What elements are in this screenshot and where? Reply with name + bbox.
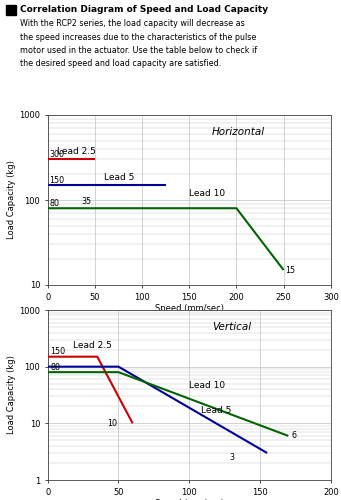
- Text: 3: 3: [229, 453, 234, 462]
- Text: Lead 5: Lead 5: [104, 173, 135, 182]
- X-axis label: Speed (mm/sec): Speed (mm/sec): [155, 304, 224, 314]
- Y-axis label: Load Capacity (kg): Load Capacity (kg): [7, 356, 16, 434]
- Text: 150: 150: [50, 176, 65, 184]
- Text: 6: 6: [291, 432, 296, 440]
- Text: Correlation Diagram of Speed and Load Capacity: Correlation Diagram of Speed and Load Ca…: [20, 5, 268, 14]
- Text: the speed increases due to the characteristics of the pulse: the speed increases due to the character…: [20, 32, 256, 42]
- Text: 15: 15: [285, 266, 296, 274]
- Text: Lead 10: Lead 10: [189, 189, 225, 198]
- Text: Lead 10: Lead 10: [189, 382, 225, 390]
- Text: Lead 2.5: Lead 2.5: [73, 341, 112, 350]
- Text: 80: 80: [50, 199, 60, 208]
- Text: Horizontal: Horizontal: [212, 127, 265, 137]
- Bar: [6, 5, 16, 15]
- Text: Lead 5: Lead 5: [201, 406, 231, 415]
- Text: 300: 300: [50, 150, 65, 160]
- Text: the desired speed and load capacity are satisfied.: the desired speed and load capacity are …: [20, 60, 221, 68]
- Text: 35: 35: [82, 198, 92, 206]
- Y-axis label: Load Capacity (kg): Load Capacity (kg): [7, 160, 16, 240]
- Text: Lead 2.5: Lead 2.5: [57, 147, 96, 156]
- Text: motor used in the actuator. Use the table below to check if: motor used in the actuator. Use the tabl…: [20, 46, 257, 55]
- Text: 10: 10: [107, 419, 117, 428]
- Text: With the RCP2 series, the load capacity will decrease as: With the RCP2 series, the load capacity …: [20, 19, 245, 28]
- Text: 150: 150: [50, 347, 66, 356]
- Text: 80: 80: [50, 362, 61, 372]
- Text: Vertical: Vertical: [212, 322, 251, 332]
